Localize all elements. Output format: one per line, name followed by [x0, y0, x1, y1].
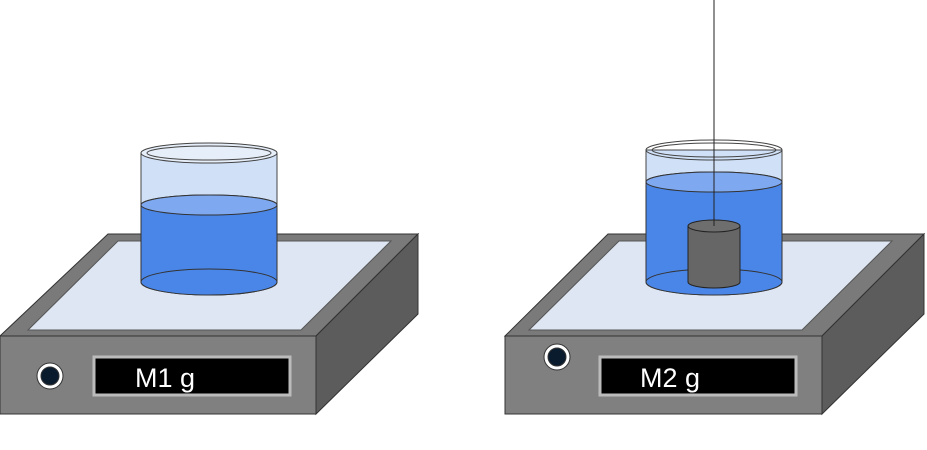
- scale-left-power-button[interactable]: [36, 362, 64, 390]
- scale-right-display: [598, 355, 798, 397]
- scale-right-readout: M2 g: [640, 363, 700, 393]
- scale-left: M1 g: [0, 142, 420, 416]
- scale-left-readout: M1 g: [135, 363, 195, 393]
- scale-right: M2 g: [503, 0, 926, 416]
- submerged-cylinder: [687, 219, 741, 289]
- scale-right-power-button[interactable]: [543, 343, 571, 371]
- beaker-left: [140, 142, 278, 296]
- scale-left-display: [92, 355, 292, 397]
